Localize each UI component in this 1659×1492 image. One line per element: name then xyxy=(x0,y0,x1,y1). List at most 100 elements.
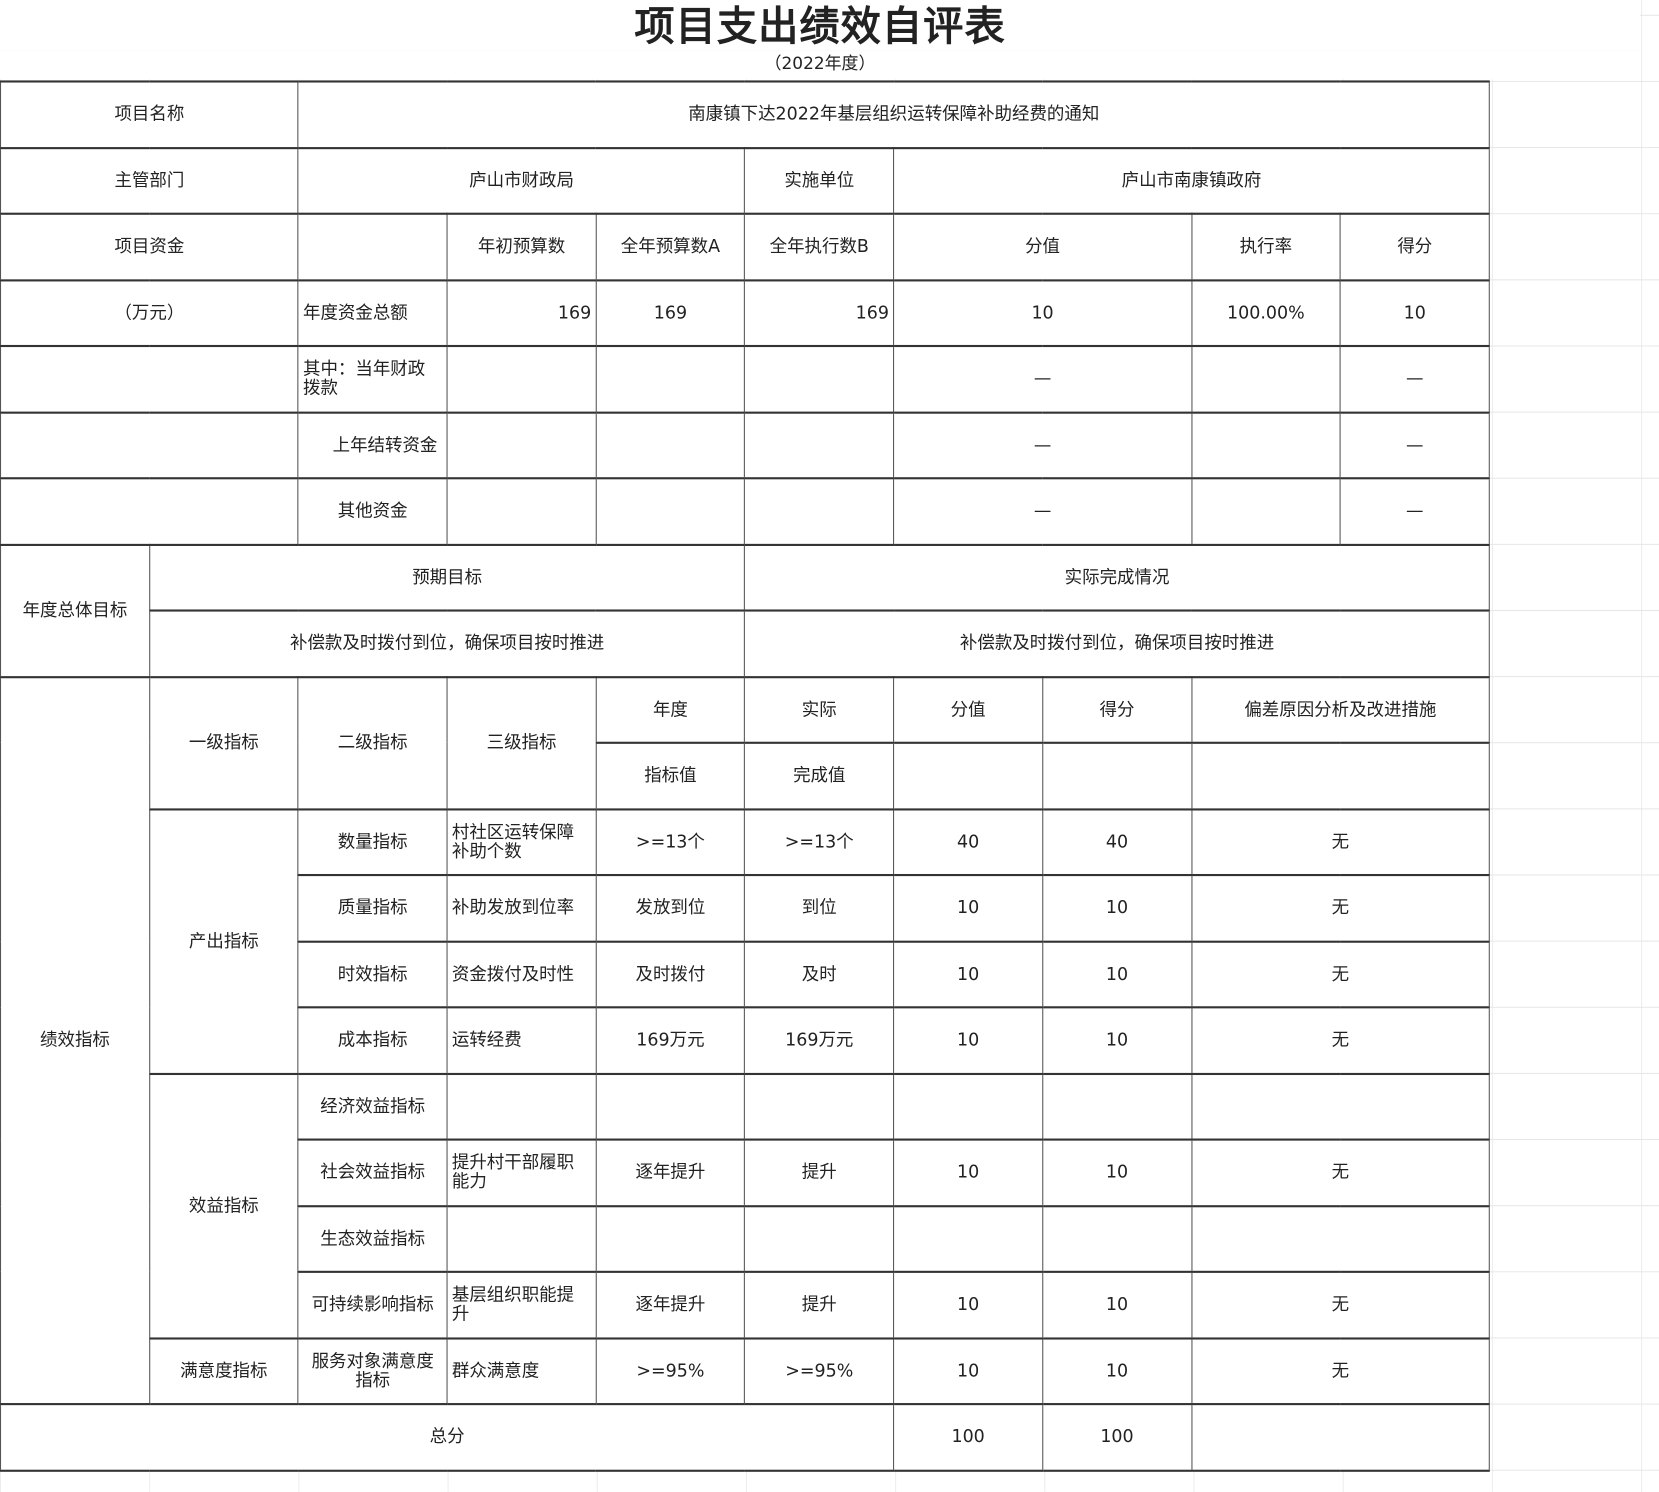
cell[interactable]: 10 xyxy=(1042,1138,1192,1207)
cell[interactable]: 资金拨付及时性 xyxy=(446,940,597,1009)
cell[interactable]: 南康镇下达2022年基层组织运转保障补助经费的通知 xyxy=(297,80,1490,149)
cell[interactable] xyxy=(1042,1204,1192,1273)
cell[interactable]: 上年结转资金 xyxy=(297,411,448,480)
cell[interactable]: 分值 xyxy=(893,212,1192,281)
cell[interactable] xyxy=(0,344,299,414)
cell[interactable]: 40 xyxy=(893,807,1044,877)
cell[interactable] xyxy=(595,344,746,414)
cell[interactable] xyxy=(1190,741,1490,810)
cell[interactable]: 基层组织职能提升 xyxy=(446,1270,597,1340)
cell[interactable]: 实际完成情况 xyxy=(744,543,1490,612)
cell[interactable]: 10 xyxy=(893,1336,1044,1406)
cell[interactable] xyxy=(1190,1204,1490,1273)
cell[interactable] xyxy=(446,411,597,480)
cell[interactable]: 年度资金总额 xyxy=(297,278,448,348)
cell[interactable] xyxy=(446,344,597,414)
cell[interactable]: 庐山市财政局 xyxy=(297,146,746,215)
cell[interactable]: 169万元 xyxy=(595,1006,746,1075)
cell[interactable]: — xyxy=(1339,411,1490,480)
cell[interactable]: 满意度指标 xyxy=(148,1336,299,1406)
cell[interactable]: 质量指标 xyxy=(297,873,448,943)
cell[interactable]: 及时拨付 xyxy=(595,940,746,1009)
cell[interactable]: 偏差原因分析及改进措施 xyxy=(1190,675,1490,744)
cell[interactable]: 分值 xyxy=(893,675,1044,744)
cell[interactable]: 村社区运转保障补助个数 xyxy=(446,807,597,877)
cell[interactable] xyxy=(893,1072,1044,1141)
cell[interactable]: 社会效益指标 xyxy=(297,1138,448,1207)
cell[interactable]: 提升 xyxy=(744,1138,895,1207)
cell[interactable] xyxy=(0,477,299,546)
cell[interactable]: >=13个 xyxy=(595,807,746,877)
cell[interactable]: 生态效益指标 xyxy=(297,1204,448,1273)
cell[interactable]: 二级指标 xyxy=(297,675,448,810)
cell[interactable]: 补助发放到位率 xyxy=(446,873,597,943)
cell[interactable]: 发放到位 xyxy=(595,873,746,943)
cell[interactable]: 庐山市南康镇政府 xyxy=(893,146,1490,215)
cell[interactable]: 10 xyxy=(1042,1336,1192,1406)
cell[interactable] xyxy=(893,741,1044,810)
cell[interactable] xyxy=(744,344,895,414)
cell[interactable]: 全年预算数A xyxy=(595,212,746,281)
cell[interactable]: 实施单位 xyxy=(744,146,895,215)
cell[interactable]: 10 xyxy=(893,940,1044,1009)
cell[interactable] xyxy=(1042,741,1192,810)
cell[interactable]: 绩效指标 xyxy=(0,675,150,1406)
cell[interactable]: 10 xyxy=(1042,873,1192,943)
cell[interactable]: 年度 xyxy=(595,675,746,744)
cell[interactable]: 总分 xyxy=(0,1403,895,1472)
cell[interactable]: 运转经费 xyxy=(446,1006,597,1075)
cell[interactable]: 实际 xyxy=(744,675,895,744)
cell[interactable]: 执行率 xyxy=(1190,212,1341,281)
cell[interactable]: 10 xyxy=(1042,1006,1192,1075)
cell[interactable]: — xyxy=(893,344,1192,414)
cell[interactable]: >=95% xyxy=(744,1336,895,1406)
cell[interactable] xyxy=(446,1072,597,1141)
cell[interactable]: >=13个 xyxy=(744,807,895,877)
cell[interactable] xyxy=(595,411,746,480)
cell[interactable]: 10 xyxy=(1042,1270,1192,1340)
cell[interactable]: 40 xyxy=(1042,807,1192,877)
cell[interactable] xyxy=(744,411,895,480)
cell[interactable]: 100.00% xyxy=(1190,278,1341,348)
cell[interactable]: 10 xyxy=(893,1138,1044,1207)
cell[interactable]: 无 xyxy=(1190,1006,1490,1075)
cell[interactable]: 年度总体目标 xyxy=(0,543,150,678)
cell[interactable]: 及时 xyxy=(744,940,895,1009)
cell[interactable] xyxy=(446,477,597,546)
cell[interactable]: 其他资金 xyxy=(297,477,448,546)
cell[interactable]: 全年执行数B xyxy=(744,212,895,281)
cell[interactable]: 可持续影响指标 xyxy=(297,1270,448,1340)
cell[interactable]: 10 xyxy=(893,873,1044,943)
cell[interactable]: 10 xyxy=(1339,278,1490,348)
cell[interactable]: — xyxy=(1339,344,1490,414)
cell[interactable]: 数量指标 xyxy=(297,807,448,877)
cell[interactable]: 得分 xyxy=(1339,212,1490,281)
cell[interactable]: 无 xyxy=(1190,873,1490,943)
cell[interactable]: 169 xyxy=(595,278,746,348)
cell[interactable]: 效益指标 xyxy=(148,1072,299,1340)
cell[interactable] xyxy=(744,1204,895,1273)
cell[interactable]: 提升村干部履职能力 xyxy=(446,1138,597,1207)
cell[interactable]: 三级指标 xyxy=(446,675,597,810)
cell[interactable]: 无 xyxy=(1190,940,1490,1009)
cell[interactable] xyxy=(1190,1403,1490,1472)
cell[interactable] xyxy=(1190,477,1341,546)
cell[interactable]: 产出指标 xyxy=(148,807,299,1075)
cell[interactable]: 169 xyxy=(744,278,895,348)
cell[interactable]: 完成值 xyxy=(744,741,895,810)
cell[interactable]: 其中：当年财政拨款 xyxy=(297,344,448,414)
cell[interactable]: 100 xyxy=(1042,1403,1192,1472)
cell[interactable] xyxy=(744,477,895,546)
cell[interactable]: 一级指标 xyxy=(148,675,299,810)
cell[interactable]: 169万元 xyxy=(744,1006,895,1075)
cell[interactable]: 群众满意度 xyxy=(446,1336,597,1406)
cell[interactable]: 无 xyxy=(1190,1336,1490,1406)
cell[interactable]: 补偿款及时拨付到位，确保项目按时推进 xyxy=(744,609,1490,678)
cell[interactable]: 提升 xyxy=(744,1270,895,1340)
cell[interactable]: 逐年提升 xyxy=(595,1270,746,1340)
cell[interactable]: 项目名称 xyxy=(0,80,299,149)
cell[interactable]: 无 xyxy=(1190,1138,1490,1207)
cell[interactable]: 10 xyxy=(893,278,1192,348)
cell[interactable]: 经济效益指标 xyxy=(297,1072,448,1141)
cell[interactable]: 169 xyxy=(446,278,597,348)
